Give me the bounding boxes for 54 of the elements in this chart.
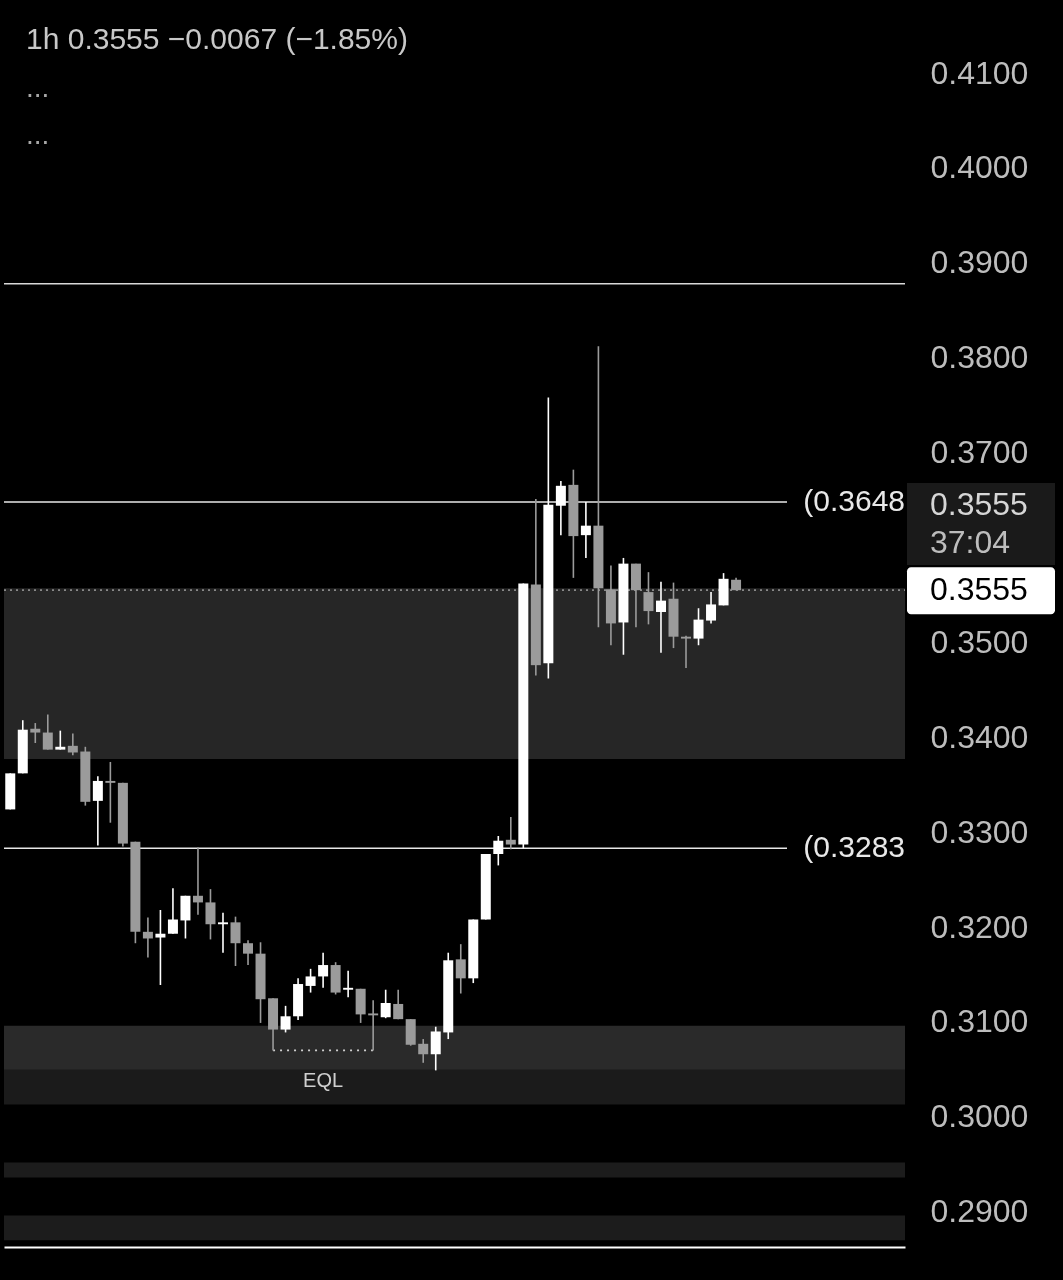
chart-title: 1h 0.3555 −0.0067 (−1.85%) [26, 22, 408, 55]
ref-line-label: (0.3648 [803, 483, 905, 517]
candlestick [681, 634, 692, 669]
y-tick-label: 0.3400 [930, 718, 1029, 755]
ref-line-label: (0.3283 [803, 830, 905, 864]
candlestick [493, 835, 504, 867]
y-tick-label: 0.3500 [930, 623, 1029, 660]
candlestick [192, 846, 203, 916]
candlestick [280, 1005, 291, 1034]
candlestick [455, 943, 466, 995]
candlestick [155, 909, 166, 986]
candlestick [430, 1025, 441, 1072]
y-tick-label: 0.2900 [930, 1193, 1029, 1230]
candlestick [555, 480, 566, 536]
candlestick [30, 722, 41, 744]
candlestick [706, 591, 717, 625]
candlestick [580, 501, 591, 559]
candlestick [418, 1038, 429, 1064]
y-tick-label: 0.3200 [930, 908, 1029, 945]
candlestick [368, 999, 379, 1052]
candlestick [42, 713, 53, 751]
candlestick [142, 916, 153, 959]
candlestick [318, 951, 329, 989]
candlestick [217, 912, 228, 954]
candlestick [55, 729, 66, 751]
candlestick [167, 887, 178, 935]
candlestick [343, 969, 354, 999]
y-tick-label: 0.4100 [930, 54, 1029, 91]
candlestick [230, 915, 241, 967]
candlestick [693, 607, 704, 647]
candlestick [380, 988, 391, 1019]
candlestick [643, 571, 654, 626]
text: 37:04 [930, 524, 1011, 560]
candlestick [393, 988, 404, 1020]
y-tick-label: 0.3000 [930, 1098, 1029, 1135]
y-tick-label: 0.3700 [930, 434, 1029, 471]
ref-line-label: 0.3555 [930, 571, 1028, 608]
candlestick [92, 775, 103, 847]
y-tick-label: 0.4000 [930, 149, 1029, 186]
candlestick [505, 816, 516, 851]
candlestick [67, 732, 78, 757]
y-tick-label: 0.3900 [930, 244, 1029, 281]
candlestick [243, 939, 254, 966]
candlestick [305, 968, 316, 994]
text: 0.3555 [930, 486, 1028, 522]
annotation: ... [26, 119, 50, 150]
y-tick-label: 0.3300 [930, 813, 1029, 850]
candlestick [655, 580, 666, 654]
ref-line-label: EQL [303, 1069, 344, 1092]
y-tick-label: 0.3800 [930, 339, 1029, 376]
candlestick [105, 761, 116, 824]
y-tick-label: 0.3100 [930, 1003, 1029, 1040]
candlestick [205, 888, 216, 941]
annotation: ... [26, 72, 50, 103]
